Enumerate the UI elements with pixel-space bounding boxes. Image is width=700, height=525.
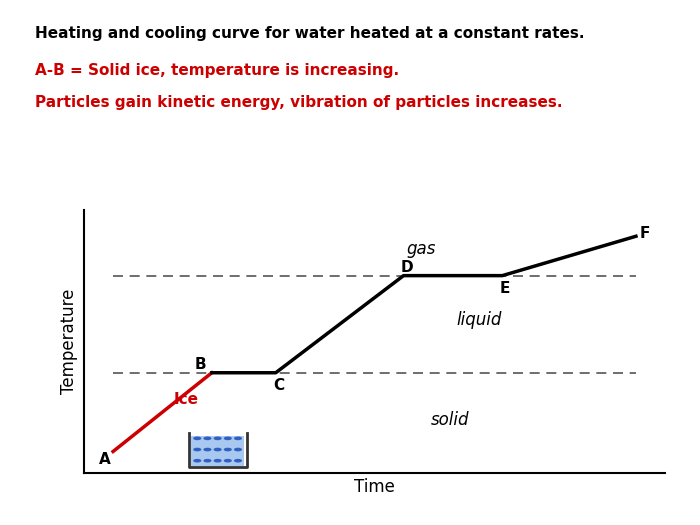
Text: Heating and cooling curve for water heated at a constant rates.: Heating and cooling curve for water heat… [35,26,584,41]
Text: C: C [273,379,284,393]
Circle shape [204,459,211,463]
Text: B: B [195,358,206,372]
X-axis label: Time: Time [354,478,395,496]
Text: gas: gas [406,240,435,258]
Circle shape [224,448,232,452]
Text: Ice: Ice [173,392,198,406]
Text: E: E [500,281,510,296]
Circle shape [193,448,202,452]
Circle shape [204,448,211,452]
Circle shape [224,437,232,440]
Bar [192,436,244,466]
Circle shape [204,437,211,440]
Circle shape [224,459,232,463]
Text: solid: solid [430,411,469,429]
Circle shape [234,437,242,440]
Circle shape [214,437,222,440]
Circle shape [214,459,222,463]
Circle shape [234,459,242,463]
Text: Particles gain kinetic energy, vibration of particles increases.: Particles gain kinetic energy, vibration… [35,94,563,110]
Text: A-B = Solid ice, temperature is increasing.: A-B = Solid ice, temperature is increasi… [35,63,399,78]
Text: A: A [99,452,110,467]
Circle shape [214,448,222,452]
Text: D: D [400,260,413,275]
Text: liquid: liquid [456,311,502,329]
Circle shape [234,448,242,452]
Y-axis label: Temperature: Temperature [60,289,78,394]
Circle shape [193,437,202,440]
Text: F: F [640,226,650,241]
Circle shape [193,459,202,463]
